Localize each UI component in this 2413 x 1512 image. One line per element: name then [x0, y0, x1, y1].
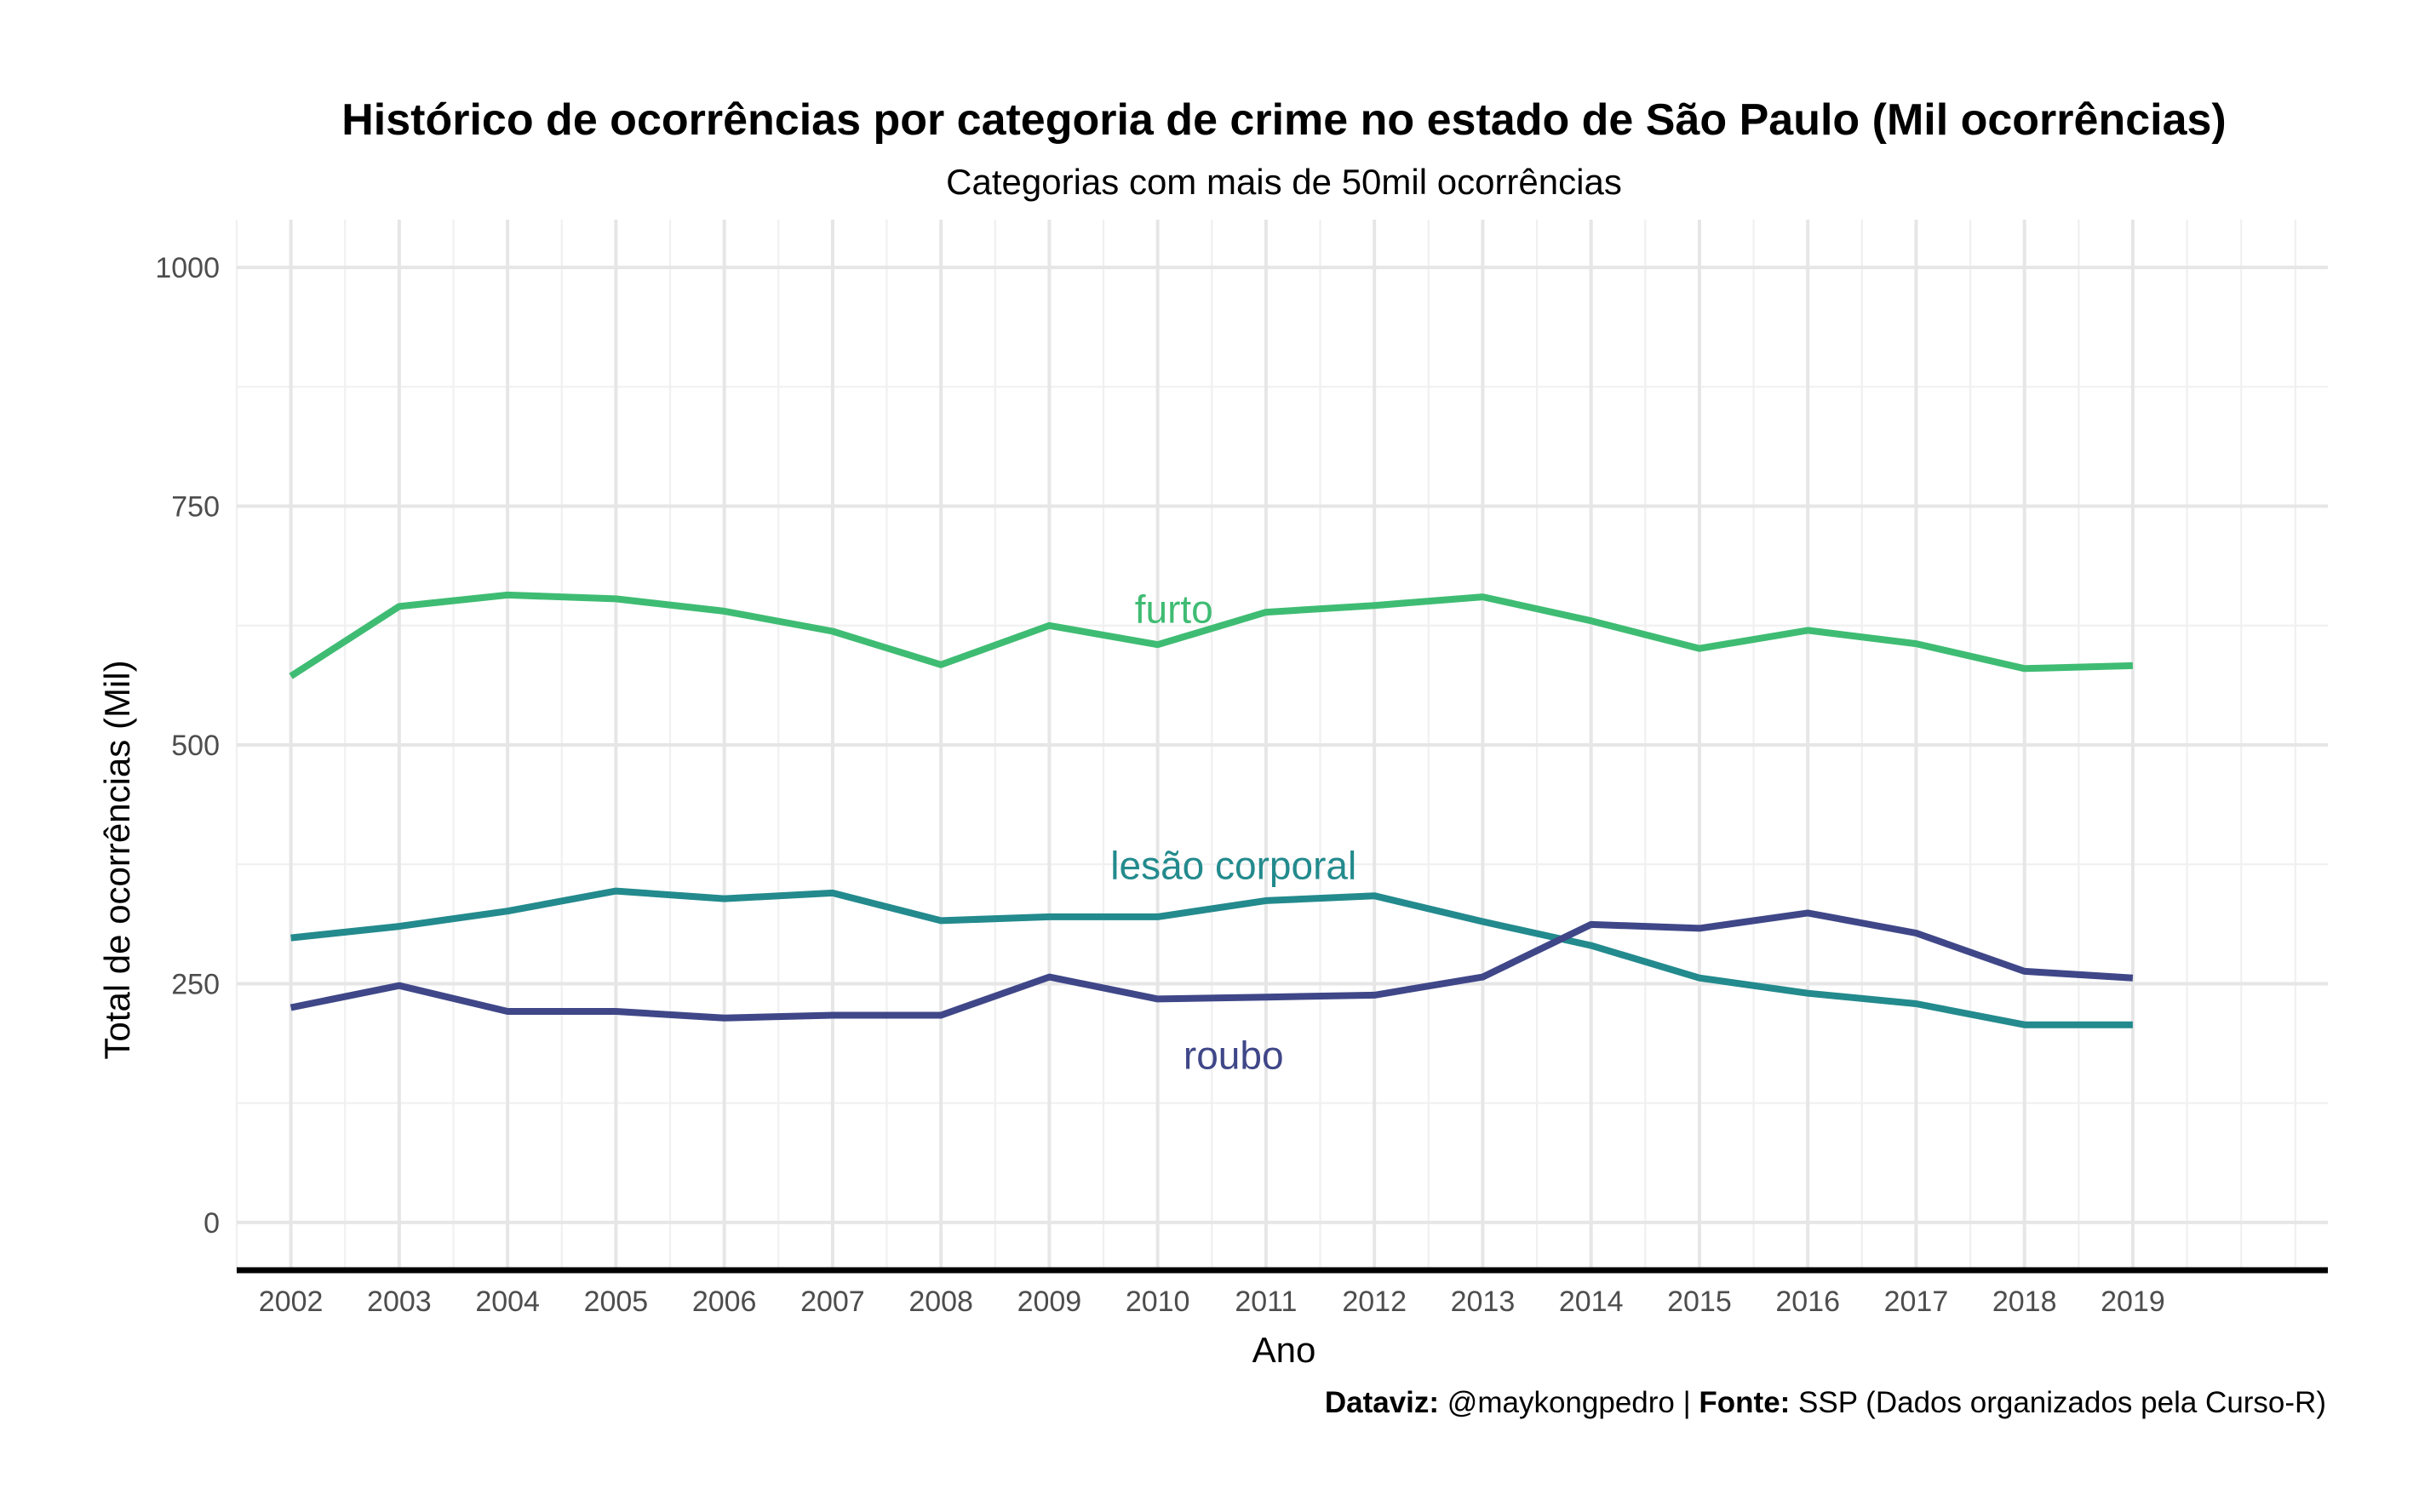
x-tick-label: 2008 — [908, 1286, 973, 1318]
x-tick-labels: 2002 2003 2004 2005 2006 2007 2008 2009 2010 2011… — [259, 1286, 2165, 1318]
x-tick-label: 2009 — [1017, 1286, 1082, 1318]
series-line-lesão-corporal — [290, 887, 2133, 1028]
x-tick-label: 2017 — [1884, 1286, 1949, 1318]
y-tick-label: 0 — [203, 1207, 220, 1240]
y-tick-label: 250 — [171, 968, 220, 1000]
series-lines — [289, 591, 2134, 1028]
x-axis-label: Ano — [1252, 1330, 1316, 1370]
x-tick-label: 2007 — [800, 1286, 865, 1318]
y-tick-labels: 0 250 500 750 1000 — [155, 252, 220, 1240]
x-tick-label: 2015 — [1667, 1286, 1732, 1318]
x-tick-label: 2019 — [2101, 1286, 2165, 1318]
x-tick-label: 2004 — [475, 1286, 540, 1318]
y-tick-label: 500 — [171, 730, 220, 762]
x-tick-label: 2014 — [1559, 1286, 1624, 1318]
y-axis-label: Total de ocorrências (Mil) — [97, 660, 137, 1059]
annotation-furto: furto — [1135, 587, 1213, 632]
x-tick-label: 2016 — [1775, 1286, 1840, 1318]
chart-subtitle: Categorias com mais de 50mil ocorrências — [946, 162, 1622, 202]
x-tick-label: 2013 — [1451, 1286, 1516, 1318]
x-tick-label: 2011 — [1235, 1286, 1297, 1318]
x-tick-label: 2010 — [1126, 1286, 1190, 1318]
caption-fonte-value: SSP (Dados organizados pela Curso-R) — [1790, 1386, 2326, 1419]
caption-fonte-label: Fonte: — [1699, 1386, 1790, 1419]
annotation-lesão-corporal: lesão corporal — [1110, 843, 1356, 887]
grid-major — [237, 220, 2328, 1270]
series-line-furto — [289, 591, 2134, 679]
series-line-roubo — [289, 909, 2134, 1022]
x-tick-label: 2003 — [367, 1286, 432, 1318]
annotation-roubo: roubo — [1184, 1034, 1284, 1078]
x-tick-label: 2005 — [584, 1286, 649, 1318]
y-tick-label: 750 — [171, 491, 220, 524]
x-tick-label: 2012 — [1342, 1286, 1407, 1318]
chart-title: Histórico de ocorrências por categoria d… — [341, 95, 2227, 145]
y-tick-label: 1000 — [155, 252, 220, 284]
caption-dataviz-value: @maykongpedro | — [1439, 1386, 1699, 1419]
series-annotations: furto lesão corporal roubo — [1110, 587, 1356, 1078]
caption: Dataviz: @maykongpedro | Fonte: SSP (Dad… — [1325, 1386, 2326, 1419]
x-tick-label: 2006 — [692, 1286, 757, 1318]
x-tick-label: 2018 — [1992, 1286, 2057, 1318]
x-tick-label: 2002 — [259, 1286, 324, 1318]
caption-dataviz-label: Dataviz: — [1325, 1386, 1439, 1419]
